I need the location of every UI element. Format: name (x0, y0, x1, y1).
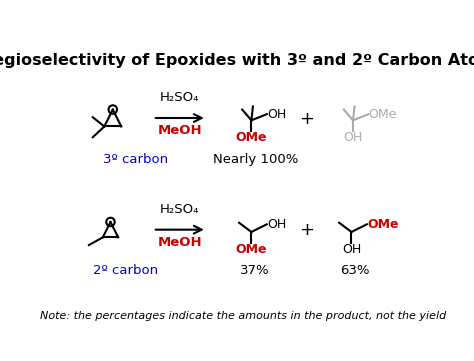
Text: H₂SO₄: H₂SO₄ (160, 91, 200, 104)
Text: +: + (300, 110, 314, 128)
Text: 37%: 37% (240, 264, 270, 277)
Text: OMe: OMe (236, 131, 267, 144)
Text: OH: OH (267, 218, 286, 231)
Text: OMe: OMe (367, 218, 398, 231)
Text: OH: OH (342, 243, 361, 256)
Text: 2º carbon: 2º carbon (93, 264, 158, 277)
Text: OH: OH (267, 108, 286, 121)
Text: Note: the percentages indicate the amounts in the product, not the yield: Note: the percentages indicate the amoun… (40, 311, 446, 321)
Text: Regioselectivity of Epoxides with 3º and 2º Carbon Atoms: Regioselectivity of Epoxides with 3º and… (0, 53, 474, 68)
Text: OMe: OMe (368, 108, 397, 121)
Text: MeOH: MeOH (157, 236, 202, 249)
Text: 63%: 63% (341, 264, 370, 277)
Text: OH: OH (343, 131, 363, 144)
Text: Nearly 100%: Nearly 100% (212, 153, 298, 166)
Text: +: + (300, 221, 314, 239)
Text: MeOH: MeOH (157, 124, 202, 137)
Text: OMe: OMe (236, 243, 267, 256)
Text: H₂SO₄: H₂SO₄ (160, 203, 200, 216)
Text: 3º carbon: 3º carbon (103, 153, 168, 166)
